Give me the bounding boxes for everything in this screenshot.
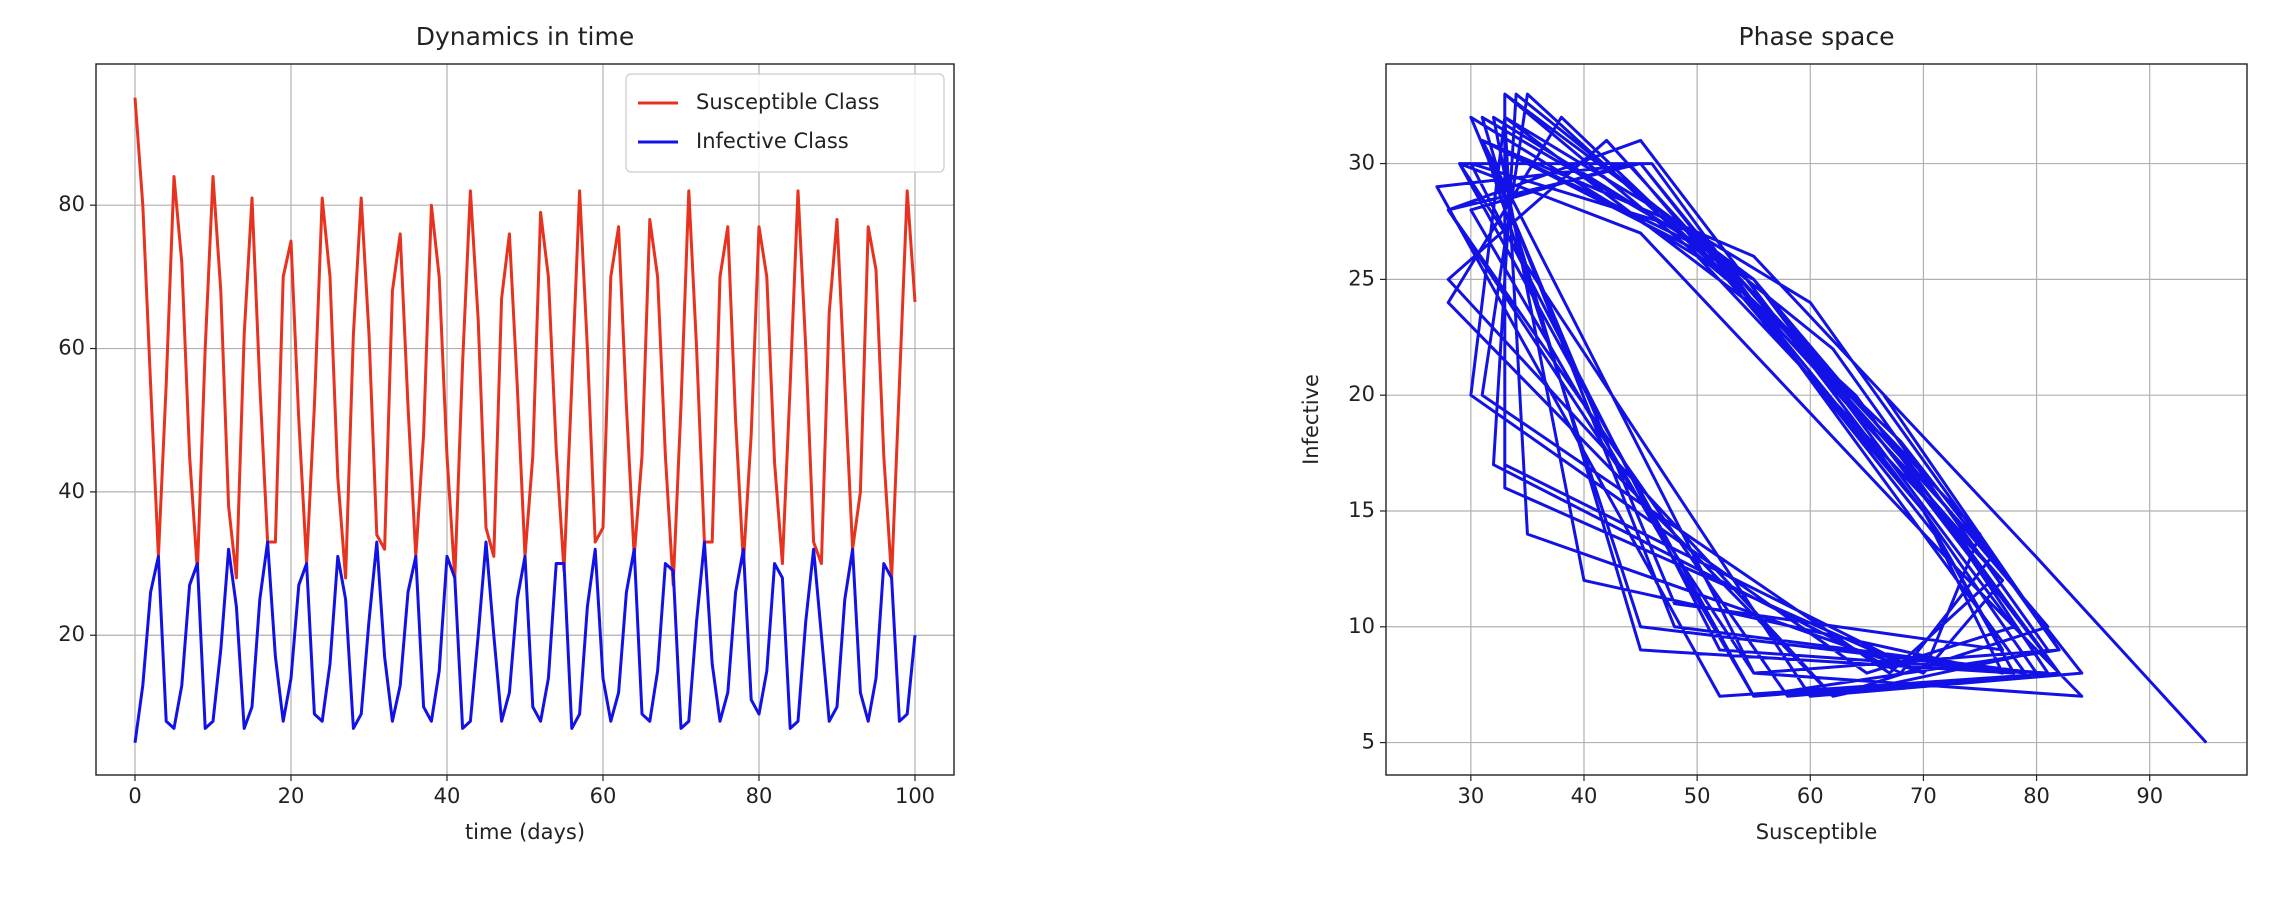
y-tick-label: 20	[1348, 382, 1375, 406]
y-axis-label: Infective	[1299, 374, 1323, 465]
x-tick-label: 0	[128, 784, 141, 808]
legend-box	[625, 73, 945, 173]
chart-title: Phase space	[1739, 22, 1895, 51]
legend: Susceptible Class Infective Class	[625, 73, 945, 173]
x-tick-label: 100	[895, 784, 935, 808]
x-tick-label: 80	[2023, 784, 2050, 808]
y-tick-label: 25	[1348, 266, 1375, 290]
x-tick-label: 40	[1571, 784, 1598, 808]
subplot: 30 40 50 60 70 80 90 5 10 15 20 25 30 Phase space Susc…	[1299, 22, 2248, 844]
y-tick-label: 5	[1362, 730, 1375, 754]
y-tick-label: 80	[58, 192, 85, 216]
y-tick-label: 30	[1348, 151, 1375, 175]
x-axis-label: Susceptible	[1756, 820, 1878, 844]
x-tick-label: 90	[2136, 784, 2163, 808]
chart-title: Dynamics in time	[416, 22, 634, 51]
y-tick-label: 20	[58, 622, 85, 646]
series-line	[1435, 92, 2208, 744]
x-axis-label: time (days)	[465, 820, 585, 844]
legend-label: Infective Class	[696, 129, 849, 153]
legend-label: Susceptible Class	[696, 90, 879, 114]
x-tick-label: 40	[434, 784, 461, 808]
y-tick-label: 10	[1348, 614, 1375, 638]
x-tick-label: 60	[1797, 784, 1824, 808]
x-tick-label: 80	[746, 784, 773, 808]
axes-frame	[95, 63, 955, 776]
y-tick-label: 40	[58, 479, 85, 503]
subplot: 0 20 40 60 80 100 20 40 60 80 Dynamics in time time…	[58, 22, 955, 844]
series-line	[133, 540, 917, 743]
x-tick-label: 70	[1910, 784, 1937, 808]
x-tick-label: 60	[590, 784, 617, 808]
x-tick-label: 30	[1457, 784, 1484, 808]
axes-frame	[1385, 63, 2248, 776]
x-tick-label: 50	[1684, 784, 1711, 808]
y-tick-label: 15	[1348, 498, 1375, 522]
y-tick-label: 60	[58, 336, 85, 360]
x-tick-label: 20	[278, 784, 305, 808]
